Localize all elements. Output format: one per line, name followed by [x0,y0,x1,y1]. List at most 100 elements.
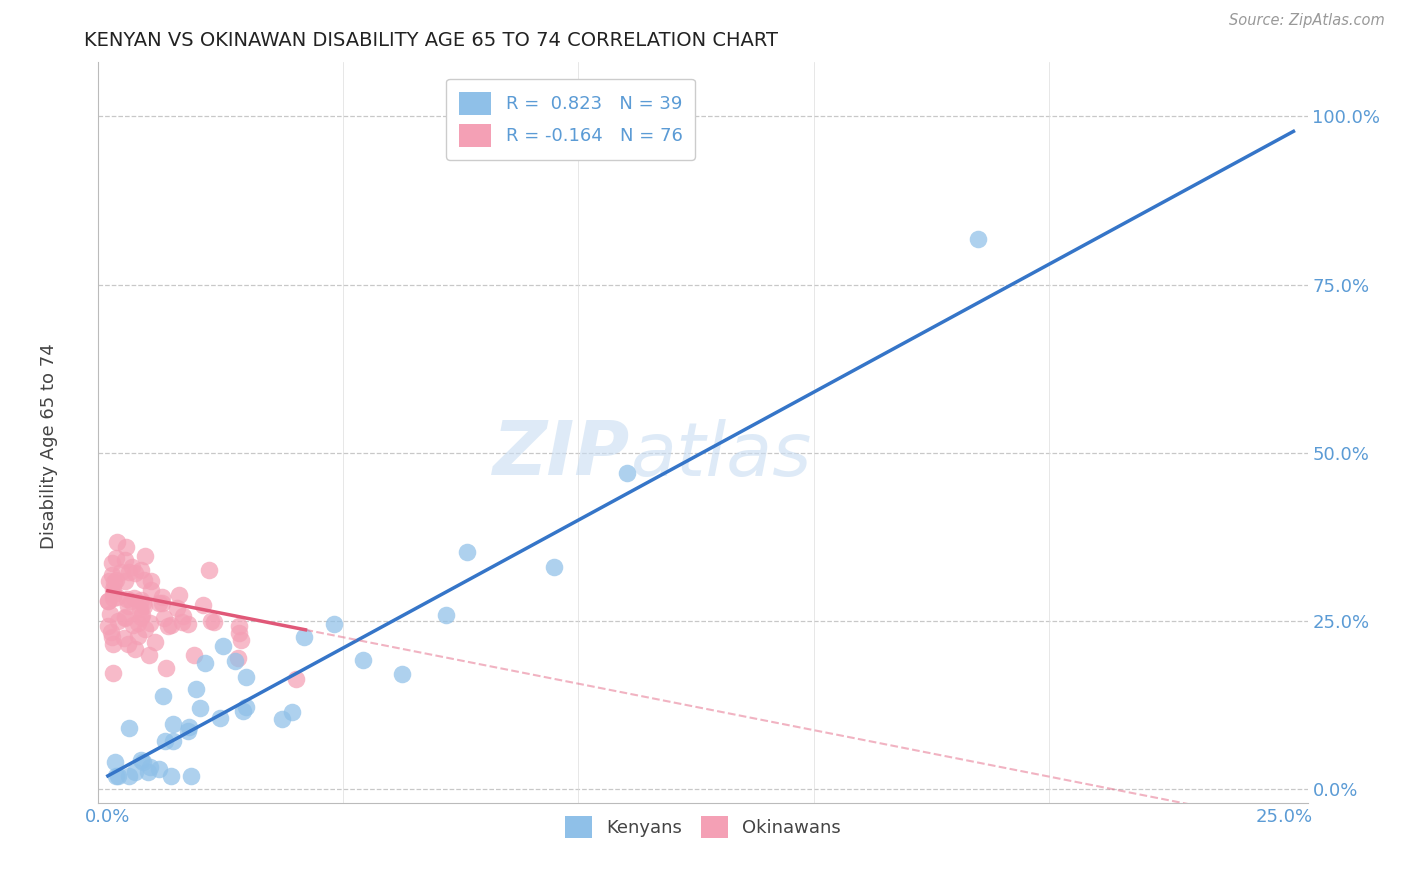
Point [103,575,125,590]
Point [124,641,146,656]
Point [180,769,202,783]
Point [543,560,565,574]
Text: ZIP: ZIP [494,418,630,491]
Point [127,615,149,630]
Point [114,574,136,589]
Text: Source: ZipAtlas.com: Source: ZipAtlas.com [1229,13,1385,29]
Point [139,582,162,597]
Point [616,466,638,480]
Point [131,608,153,623]
Point [148,596,170,610]
Point [105,551,128,566]
Point [115,592,138,607]
Point [271,712,294,726]
Point [159,618,181,632]
Point [124,566,146,581]
Point [134,549,156,564]
Point [118,565,141,579]
Point [138,648,160,662]
Point [155,661,177,675]
Point [285,672,308,686]
Point [208,711,231,725]
Point [177,616,200,631]
Point [172,609,194,624]
Point [183,648,205,662]
Legend: Kenyans, Okinawans: Kenyans, Okinawans [558,809,848,846]
Point [132,573,155,587]
Point [129,609,152,624]
Point [967,231,990,245]
Point [101,586,124,600]
Point [105,574,128,588]
Point [97,594,120,608]
Point [105,769,128,783]
Point [132,596,155,610]
Point [391,666,413,681]
Point [152,689,174,703]
Point [235,699,257,714]
Point [114,553,136,567]
Point [186,681,208,696]
Point [134,622,156,636]
Point [117,637,139,651]
Point [98,574,121,588]
Point [105,534,128,549]
Point [198,564,221,578]
Point [122,617,145,632]
Point [100,631,122,645]
Point [97,594,120,608]
Point [200,614,222,628]
Point [160,769,183,783]
Point [228,625,250,640]
Point [191,598,214,612]
Point [110,565,132,579]
Point [153,611,176,625]
Point [118,769,141,783]
Point [281,705,304,719]
Point [235,670,257,684]
Point [224,654,246,668]
Point [177,720,200,734]
Point [129,602,152,616]
Point [101,591,124,606]
Point [105,591,128,605]
Point [162,716,184,731]
Point [156,619,179,633]
Point [188,700,211,714]
Point [162,734,184,748]
Point [232,704,254,718]
Point [139,760,162,774]
Point [100,607,122,622]
Point [155,733,177,747]
Point [101,582,124,596]
Point [139,574,162,589]
Point [194,656,217,670]
Point [229,633,252,648]
Point [104,755,127,769]
Point [112,631,135,645]
Point [97,619,120,633]
Point [148,762,170,776]
Point [292,630,315,644]
Point [132,756,155,770]
Point [107,615,129,629]
Point [114,611,136,625]
Point [150,596,173,610]
Point [228,619,250,633]
Point [122,591,145,605]
Point [127,629,149,643]
Point [323,616,346,631]
Point [107,769,129,783]
Text: KENYAN VS OKINAWAN DISABILITY AGE 65 TO 74 CORRELATION CHART: KENYAN VS OKINAWAN DISABILITY AGE 65 TO … [84,31,779,50]
Point [211,639,233,653]
Point [101,567,124,582]
Point [226,650,249,665]
Point [101,637,124,651]
Point [129,593,152,607]
Point [100,624,122,639]
Point [150,590,173,604]
Point [167,588,190,602]
Text: atlas: atlas [630,419,811,491]
Point [139,615,162,630]
Point [202,615,225,629]
